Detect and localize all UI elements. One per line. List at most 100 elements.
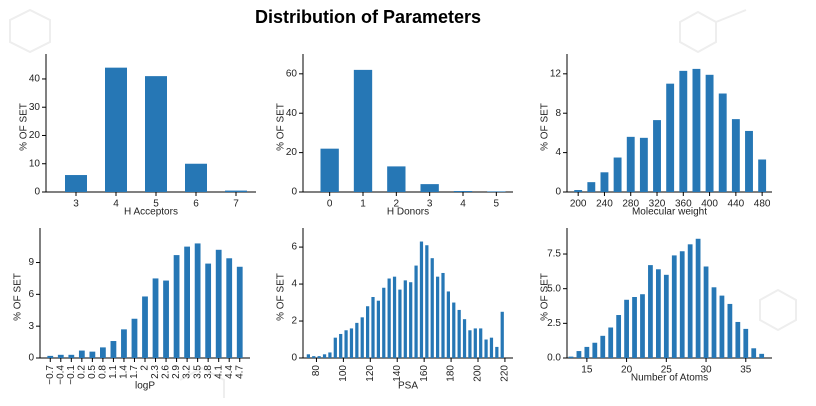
y-axis-label: % OF SET — [276, 103, 287, 151]
bar — [679, 70, 688, 192]
bar — [185, 163, 207, 192]
x-axis-label: H Acceptors — [124, 207, 178, 218]
x-tick-label: 1.1 — [108, 365, 119, 379]
x-tick-label: 120 — [365, 365, 376, 382]
bar — [215, 249, 222, 358]
bar — [653, 120, 661, 192]
bar — [679, 251, 685, 358]
y-tick-label: 60 — [286, 68, 298, 79]
x-tick-label: 220 — [500, 365, 511, 382]
y-tick-label: 20 — [286, 147, 298, 158]
bar — [592, 342, 598, 358]
bar — [320, 148, 339, 192]
figure-title: Distribution of Parameters — [255, 7, 481, 27]
y-tick-label: 20 — [29, 130, 41, 141]
y-tick-label: 0 — [34, 187, 40, 198]
bar — [387, 166, 406, 192]
x-tick-label: 480 — [754, 199, 771, 210]
bar — [344, 330, 348, 358]
bar — [587, 182, 596, 192]
y-tick-label: 12 — [550, 68, 562, 79]
bar — [430, 258, 434, 358]
bar — [718, 93, 727, 192]
bar — [163, 280, 169, 358]
bar — [414, 265, 418, 358]
x-axis-label: H Donors — [387, 207, 429, 218]
x-tick-label: 4.1 — [213, 365, 224, 379]
y-tick-label: 2 — [291, 316, 297, 327]
x-tick-label: 3.2 — [182, 365, 193, 379]
x-tick-label: 30 — [700, 365, 712, 376]
x-tick-label: 160 — [419, 365, 430, 382]
bar — [371, 297, 375, 358]
y-tick-label: 2.5 — [547, 318, 561, 329]
x-axis-label: PSA — [398, 381, 418, 392]
x-tick-label: 100 — [338, 365, 349, 382]
bar — [731, 119, 740, 192]
bar — [403, 280, 407, 358]
bar — [613, 157, 622, 192]
bar — [655, 269, 661, 358]
y-tick-label: 6 — [291, 242, 297, 253]
x-tick-label: 0 — [327, 199, 333, 210]
x-tick-label: 4.4 — [224, 365, 235, 379]
bar — [468, 330, 472, 358]
bar — [473, 328, 477, 358]
bar — [495, 346, 499, 358]
y-tick-label: 0 — [555, 187, 561, 198]
bar — [735, 321, 741, 358]
bar — [194, 243, 201, 358]
bar — [663, 274, 669, 358]
bar — [184, 246, 190, 358]
bar — [419, 241, 424, 358]
bar — [317, 356, 321, 358]
x-tick-label: 2.9 — [171, 365, 182, 379]
x-tick-label: 35 — [740, 365, 752, 376]
bar — [453, 191, 473, 192]
x-tick-label: 2 — [140, 365, 151, 371]
bar — [584, 346, 590, 358]
bar — [65, 175, 87, 192]
bar — [632, 297, 637, 358]
bar — [639, 137, 648, 192]
x-tick-label: 4 — [460, 199, 466, 210]
x-tick-label: 20 — [621, 365, 633, 376]
bar — [574, 190, 583, 192]
bar — [226, 258, 233, 358]
bar — [500, 311, 504, 358]
bar — [68, 354, 75, 358]
bar — [568, 356, 574, 358]
bar — [640, 294, 645, 358]
bar — [376, 300, 380, 358]
y-axis-label: % OF SET — [540, 273, 551, 321]
x-tick-label: 0.2 — [76, 365, 87, 379]
bar — [392, 276, 397, 358]
bar — [479, 328, 483, 358]
bar — [462, 319, 467, 358]
y-tick-label: 0 — [291, 353, 297, 364]
y-axis-label: % OF SET — [276, 273, 287, 321]
x-tick-label: −0.1 — [66, 365, 77, 385]
x-tick-label: 4 — [113, 199, 119, 210]
x-tick-label: 0.8 — [98, 365, 109, 379]
bar — [626, 136, 635, 192]
x-axis-label: Number of Atoms — [631, 373, 708, 384]
bar — [328, 352, 332, 358]
x-tick-label: 320 — [649, 199, 666, 210]
bar — [360, 317, 364, 358]
y-tick-label: 3 — [28, 321, 34, 332]
x-tick-label: 140 — [392, 365, 403, 382]
bar — [487, 191, 506, 192]
y-tick-label: 4 — [555, 147, 561, 158]
bar — [121, 329, 127, 358]
x-axis-label: Molecular weight — [632, 207, 707, 218]
bar — [711, 287, 717, 358]
bar — [745, 130, 753, 192]
bar — [692, 68, 701, 192]
bar — [306, 354, 310, 358]
bar — [759, 353, 765, 358]
bar — [457, 309, 461, 358]
bar — [452, 302, 456, 358]
y-tick-label: 0 — [291, 187, 297, 198]
bar — [409, 282, 413, 358]
